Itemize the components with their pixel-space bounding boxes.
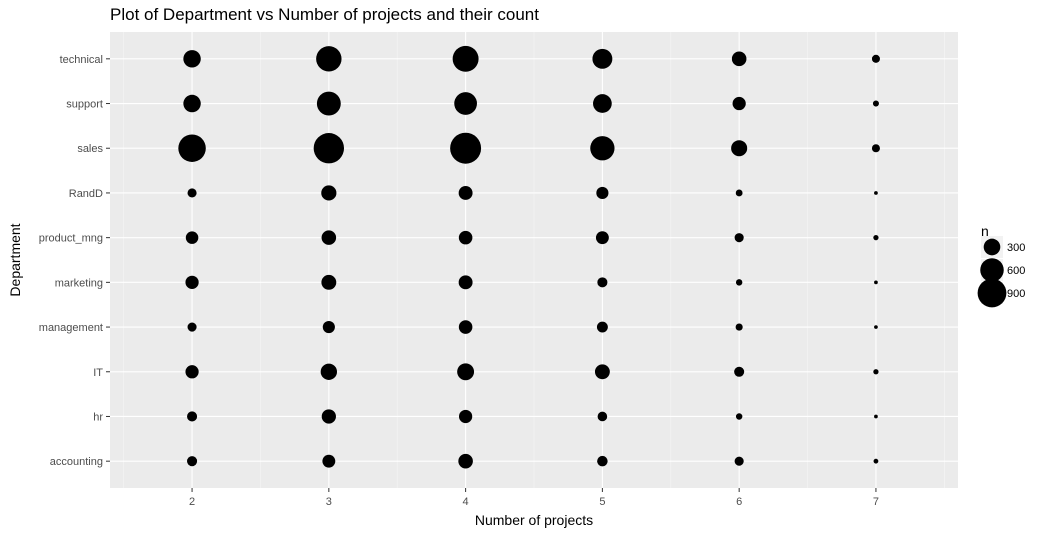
data-point [872,100,879,107]
data-point [594,364,610,380]
data-point [874,325,878,329]
data-point [597,455,608,467]
data-point [874,191,878,195]
data-point [187,456,198,467]
data-point [874,414,878,419]
data-point [871,144,880,153]
data-point [322,454,336,468]
y-tick-label: IT [93,367,103,379]
data-point [187,322,197,332]
data-point [596,186,609,200]
data-point [320,363,338,380]
legend: n 300 600 900 [977,223,1025,308]
data-point [316,46,342,72]
data-point [458,453,473,469]
data-point [187,188,197,198]
x-tick-label: 4 [463,496,469,508]
data-point [450,132,482,164]
data-point [597,277,608,288]
data-point [321,409,336,424]
data-point [183,50,201,68]
y-tick-label: hr [93,411,103,423]
data-points [178,45,880,469]
legend-title: n [981,223,989,239]
data-point [458,409,473,424]
legend-label: 600 [1007,265,1025,277]
data-point [321,230,337,245]
data-point [457,363,475,381]
data-point [735,413,743,420]
y-tick-label: support [66,99,103,111]
data-point [178,134,206,162]
data-point [185,275,199,289]
x-tick-label: 2 [189,496,195,508]
y-tick-label: management [39,322,103,334]
data-point [321,185,337,201]
data-point [458,275,473,290]
y-tick-label: marketing [55,277,103,289]
data-point [593,94,612,113]
x-tick-label: 3 [326,496,332,508]
y-axis-title: Department [7,223,23,296]
y-tick-label: accounting [50,456,103,468]
legend-key [983,238,1001,256]
data-point [322,320,335,334]
data-point [458,320,473,334]
y-tick-label: product_mng [39,233,103,245]
x-tick-label: 6 [736,496,742,508]
chart-title: Plot of Department vs Number of projects… [110,5,539,24]
legend-key [980,258,1004,282]
data-point [871,54,880,63]
data-point [873,235,879,241]
x-axis-ticks: 2 3 4 5 6 7 [189,488,879,508]
data-point [185,365,199,379]
data-point [735,279,743,286]
data-point [185,231,199,244]
data-point [874,280,878,285]
data-point [873,369,879,375]
data-point [321,274,337,290]
y-axis-ticks: accounting hr IT management marketing product… [39,54,110,468]
legend-label: 300 [1007,242,1025,254]
data-point [734,366,745,377]
data-point [592,48,613,69]
data-point [187,411,198,422]
data-point [458,185,473,200]
legend-key [977,278,1007,308]
data-point [732,96,746,111]
data-point [735,189,743,197]
y-tick-label: sales [77,143,103,155]
y-tick-label: technical [60,54,103,66]
x-tick-label: 7 [873,496,879,508]
data-point [183,94,201,113]
data-point [590,136,615,161]
x-tick-label: 5 [599,496,605,508]
data-point [316,91,341,116]
data-point [313,133,345,164]
data-point [595,231,609,245]
data-point [454,92,477,115]
data-point [452,45,479,72]
data-point [731,140,748,157]
data-point [735,323,743,331]
data-point [734,456,744,466]
y-tick-label: RandD [69,188,103,200]
data-point [734,233,744,243]
data-point [873,458,879,464]
data-point [458,230,473,245]
data-point [597,411,608,422]
data-point [731,51,747,67]
legend-label: 900 [1007,288,1025,300]
data-point [596,321,608,333]
x-axis-title: Number of projects [475,512,593,528]
